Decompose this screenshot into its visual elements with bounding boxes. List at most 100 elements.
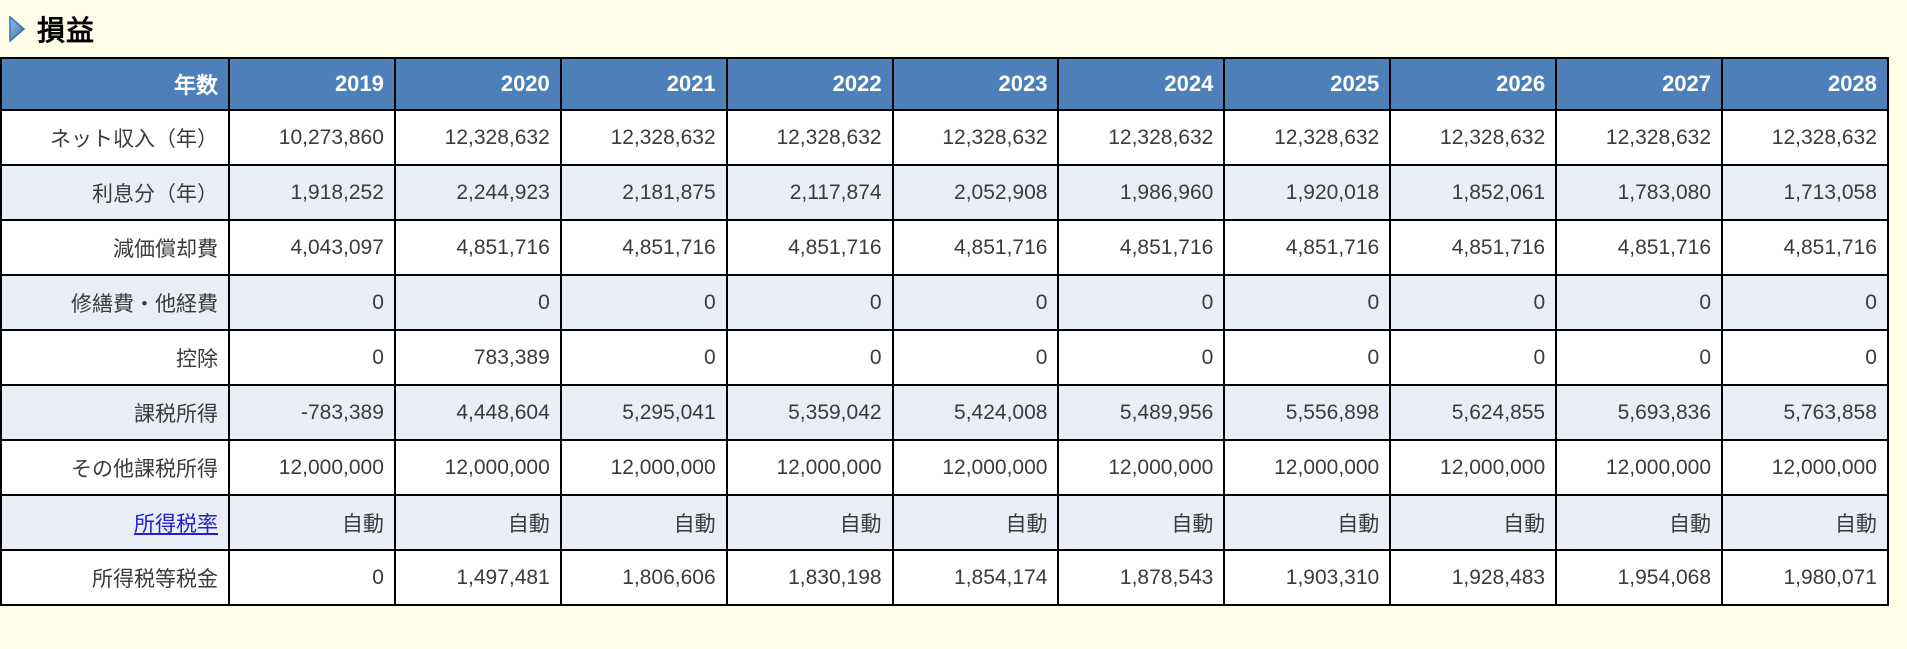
cell: 4,851,716	[725, 219, 894, 276]
row-label: その他課税所得	[0, 439, 230, 496]
cell: 自動	[1721, 494, 1889, 551]
section-marker-icon	[9, 15, 25, 42]
cell: 1,918,252	[228, 164, 396, 221]
cell: -783,389	[228, 384, 396, 441]
cell: 12,000,000	[1223, 439, 1392, 496]
cell: 1,878,543	[1057, 549, 1226, 606]
cell: 12,000,000	[228, 439, 396, 496]
cell: 0	[228, 274, 396, 331]
cell: 4,851,716	[1389, 219, 1558, 276]
table-row: ネット収入（年） 10,273,860 12,328,632 12,328,632 12…	[0, 109, 1889, 166]
table-row: 控除 0 783,389 0 0 0 0 0 0 0 0	[0, 329, 1889, 386]
row-label: 控除	[0, 329, 230, 386]
year-header: 2021	[559, 57, 728, 111]
cell: 4,851,716	[1555, 219, 1724, 276]
cell: 0	[1057, 274, 1226, 331]
row-label: 利息分（年）	[0, 164, 230, 221]
cell: 0	[393, 274, 562, 331]
cell: 12,328,632	[559, 109, 728, 166]
cell: 0	[725, 274, 894, 331]
cell: 5,556,898	[1223, 384, 1392, 441]
table-row: 修繕費・他経費 0 0 0 0 0 0 0 0 0 0	[0, 274, 1889, 331]
table-row: 利息分（年） 1,918,252 2,244,923 2,181,875 2,117,8…	[0, 164, 1889, 221]
year-header: 2025	[1223, 57, 1392, 111]
cell: 0	[1223, 329, 1392, 386]
cell: 12,000,000	[1057, 439, 1226, 496]
cell: 4,043,097	[228, 219, 396, 276]
cell: 5,424,008	[891, 384, 1060, 441]
cell: 12,328,632	[1389, 109, 1558, 166]
row-label: 修繕費・他経費	[0, 274, 230, 331]
cell: 0	[725, 329, 894, 386]
cell: 自動	[1555, 494, 1724, 551]
year-header: 2020	[393, 57, 562, 111]
cell: 4,448,604	[393, 384, 562, 441]
cell: 12,328,632	[1555, 109, 1724, 166]
cell: 5,693,836	[1555, 384, 1724, 441]
cell: 1,986,960	[1057, 164, 1226, 221]
cell: 0	[1721, 274, 1889, 331]
cell: 12,000,000	[891, 439, 1060, 496]
row-label: 所得税等税金	[0, 549, 230, 606]
year-header: 2027	[1555, 57, 1724, 111]
cell: 1,980,071	[1721, 549, 1889, 606]
cell: 12,000,000	[1555, 439, 1724, 496]
cell: 4,851,716	[1721, 219, 1889, 276]
cell: 0	[1555, 274, 1724, 331]
cell: 12,000,000	[725, 439, 894, 496]
table-row: 課税所得 -783,389 4,448,604 5,295,041 5,359,042 5…	[0, 384, 1889, 441]
cell: 0	[1721, 329, 1889, 386]
cell: 12,328,632	[725, 109, 894, 166]
cell: 0	[559, 274, 728, 331]
section-title-bar: 損益	[0, 0, 1907, 57]
cell: 0	[891, 329, 1060, 386]
cell: 自動	[1223, 494, 1392, 551]
cell: 12,328,632	[1223, 109, 1392, 166]
cell: 自動	[393, 494, 562, 551]
cell: 1,903,310	[1223, 549, 1392, 606]
cell: 5,489,956	[1057, 384, 1226, 441]
cell: 自動	[725, 494, 894, 551]
year-header: 2024	[1057, 57, 1226, 111]
cell: 0	[1389, 274, 1558, 331]
cell: 4,851,716	[1223, 219, 1392, 276]
row-label: ネット収入（年）	[0, 109, 230, 166]
cell: 1,713,058	[1721, 164, 1889, 221]
cell: 2,117,874	[725, 164, 894, 221]
year-header: 2028	[1721, 57, 1889, 111]
cell: 0	[228, 549, 396, 606]
row-label: 減価償却費	[0, 219, 230, 276]
cell: 4,851,716	[393, 219, 562, 276]
cell: 自動	[1057, 494, 1226, 551]
cell: 5,763,858	[1721, 384, 1889, 441]
cell: 1,806,606	[559, 549, 728, 606]
cell: 10,273,860	[228, 109, 396, 166]
cell: 4,851,716	[559, 219, 728, 276]
cell: 0	[1555, 329, 1724, 386]
cell: 12,328,632	[393, 109, 562, 166]
cell: 12,000,000	[393, 439, 562, 496]
cell: 5,295,041	[559, 384, 728, 441]
cell: 自動	[559, 494, 728, 551]
cell: 12,328,632	[1721, 109, 1889, 166]
row-label: 課税所得	[0, 384, 230, 441]
row-label: 所得税率	[0, 494, 230, 551]
cell: 5,624,855	[1389, 384, 1558, 441]
cell: 12,000,000	[559, 439, 728, 496]
cell: 0	[1057, 329, 1226, 386]
cell: 0	[228, 329, 396, 386]
cell: 5,359,042	[725, 384, 894, 441]
header-label: 年数	[0, 57, 230, 111]
income-tax-rate-link[interactable]: 所得税率	[134, 512, 218, 536]
cell: 1,854,174	[891, 549, 1060, 606]
cell: 1,497,481	[393, 549, 562, 606]
cell: 0	[1223, 274, 1392, 331]
cell: 4,851,716	[891, 219, 1060, 276]
year-header: 2026	[1389, 57, 1558, 111]
header-row: 年数 2019 2020 2021 2022 2023 2024 2025 2026 2027 20…	[0, 57, 1889, 111]
cell: 783,389	[393, 329, 562, 386]
cell: 12,000,000	[1389, 439, 1558, 496]
cell: 2,052,908	[891, 164, 1060, 221]
cell: 0	[559, 329, 728, 386]
cell: 自動	[891, 494, 1060, 551]
